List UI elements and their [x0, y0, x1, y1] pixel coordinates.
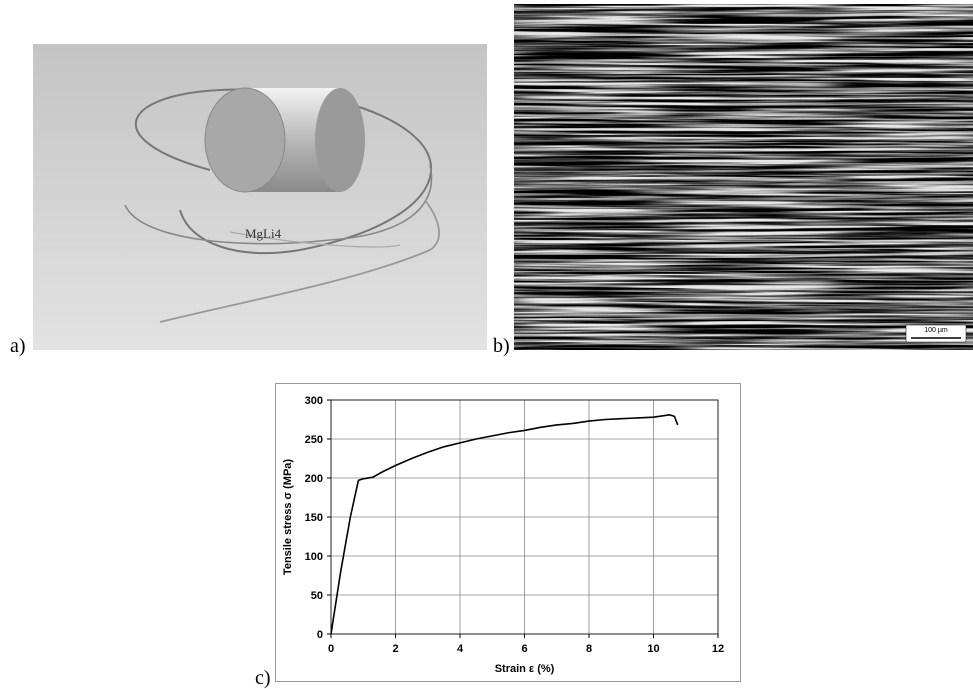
panel-label: a)	[10, 335, 26, 357]
x-axis-title: Strain ε (%)	[495, 663, 555, 675]
photo-text: MgLi4	[245, 226, 282, 241]
y-tick-label: 0	[317, 629, 323, 641]
scale-bar-label: 100 µm	[924, 327, 948, 334]
y-tick-label: 300	[305, 395, 323, 407]
x-tick-label: 4	[457, 643, 464, 655]
data-line	[330, 414, 679, 635]
y-tick-label: 200	[305, 473, 323, 485]
chart-frame	[275, 383, 741, 682]
chart: 0 50 100 150 200 250 300 0 2 4 6 8 10 12 Strain ε (%) T…	[282, 395, 724, 675]
x-tick-label: 6	[521, 643, 527, 655]
y-tick-label: 150	[305, 512, 323, 524]
x-tick-label: 0	[328, 643, 334, 655]
panel-label: b)	[493, 335, 510, 357]
x-tick-label: 12	[712, 643, 724, 655]
panel-label: c)	[255, 667, 271, 689]
x-tick-label: 8	[586, 643, 592, 655]
y-axis-title: Tensile stress σ (MPa)	[282, 459, 294, 575]
photo-b: 100 µm	[514, 4, 973, 350]
y-tick-label: 250	[305, 434, 323, 446]
y-tick-label: 50	[311, 590, 323, 602]
plot-frame	[330, 399, 719, 635]
x-tick-label: 2	[392, 643, 398, 655]
photo-a: MgLi4	[33, 44, 487, 350]
x-tick-label: 10	[647, 643, 659, 655]
y-tick-label: 100	[305, 551, 323, 563]
